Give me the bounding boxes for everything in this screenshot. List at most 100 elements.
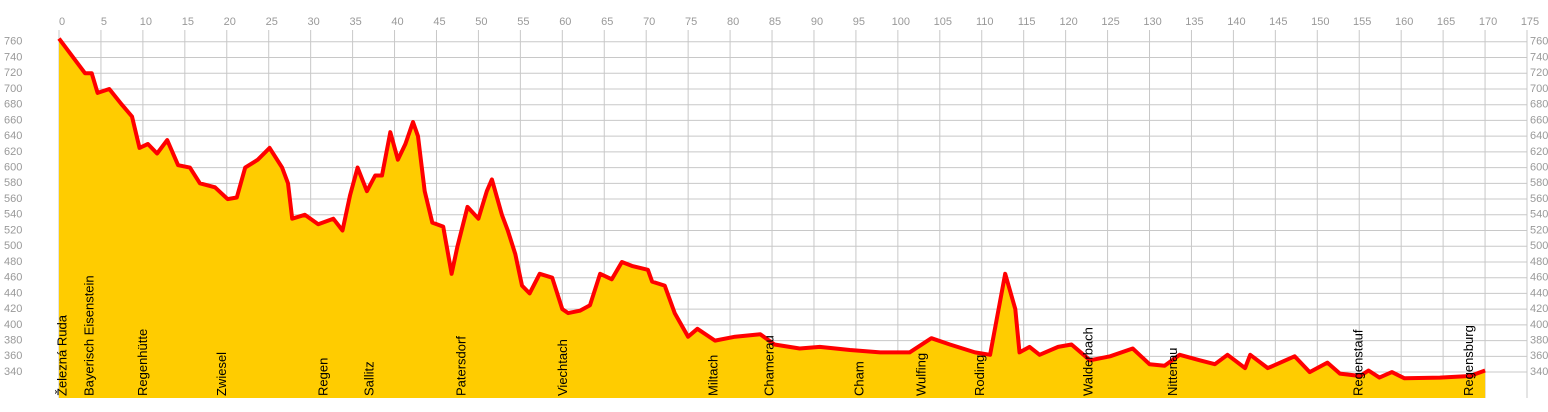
- x-tick-label: 115: [1018, 16, 1036, 28]
- x-tick-label: 130: [1143, 16, 1161, 28]
- place-label: Patersdorf: [454, 336, 469, 396]
- y-tick-label: 700: [4, 83, 22, 95]
- x-tick-label: 165: [1437, 16, 1455, 28]
- y-tick-label-right: 760: [1530, 36, 1548, 48]
- y-tick-label-right: 560: [1530, 193, 1548, 205]
- y-tick-label: 580: [4, 177, 22, 189]
- place-label: Viechtach: [555, 339, 570, 396]
- y-tick-label: 380: [4, 335, 22, 347]
- y-tick-label: 660: [4, 114, 22, 126]
- y-tick-label: 740: [4, 51, 22, 63]
- y-tick-label-right: 460: [1530, 272, 1548, 284]
- x-tick-label: 20: [224, 16, 236, 28]
- place-label: Regenhütte: [135, 329, 150, 396]
- x-tick-label: 0: [59, 16, 65, 28]
- y-tick-label-right: 680: [1530, 99, 1548, 111]
- x-tick-label: 150: [1311, 16, 1329, 28]
- x-tick-label: 160: [1395, 16, 1413, 28]
- y-tick-label: 760: [4, 36, 22, 48]
- y-tick-label-right: 740: [1530, 51, 1548, 63]
- place-label: Roding: [972, 355, 987, 396]
- elevation-line: [57, 37, 1486, 381]
- place-label: Regensburg: [1461, 325, 1476, 396]
- y-tick-label: 460: [4, 272, 22, 284]
- x-tick-label: 35: [349, 16, 361, 28]
- x-tick-label: 100: [892, 16, 910, 28]
- y-tick-label: 680: [4, 99, 22, 111]
- y-tick-label-right: 620: [1530, 146, 1548, 158]
- place-label: Walderbach: [1080, 327, 1095, 396]
- x-tick-label: 95: [853, 16, 865, 28]
- x-tick-label: 60: [559, 16, 571, 28]
- y-tick-label-right: 420: [1530, 303, 1548, 315]
- x-tick-label: 45: [433, 16, 445, 28]
- x-tick-label: 175: [1521, 16, 1539, 28]
- y-tick-label: 720: [4, 67, 22, 79]
- y-tick-label-right: 580: [1530, 177, 1548, 189]
- y-tick-label-right: 340: [1530, 366, 1548, 378]
- y-tick-label: 600: [4, 162, 22, 174]
- x-tick-label: 110: [976, 16, 994, 28]
- y-tick-label-right: 700: [1530, 83, 1548, 95]
- x-tick-label: 40: [391, 16, 403, 28]
- place-label: Cham: [851, 361, 866, 396]
- y-tick-label-right: 720: [1530, 67, 1548, 79]
- y-tick-label-right: 380: [1530, 335, 1548, 347]
- y-tick-label: 480: [4, 256, 22, 268]
- x-tick-label: 135: [1185, 16, 1203, 28]
- y-tick-label-right: 660: [1530, 114, 1548, 126]
- x-tick-label: 155: [1353, 16, 1371, 28]
- x-tick-label: 170: [1479, 16, 1497, 28]
- x-tick-label: 10: [140, 16, 152, 28]
- elevation-area: [59, 38, 1486, 398]
- x-tick-label: 120: [1059, 16, 1077, 28]
- x-tick-label: 65: [601, 16, 613, 28]
- y-tick-label: 540: [4, 209, 22, 221]
- place-label: Wulfing: [913, 353, 928, 396]
- y-tick-label-right: 540: [1530, 209, 1548, 221]
- y-tick-label: 520: [4, 224, 22, 236]
- x-tick-label: 30: [308, 16, 320, 28]
- place-label: Miltach: [705, 355, 720, 396]
- y-tick-label: 400: [4, 319, 22, 331]
- y-tick-label: 340: [4, 366, 22, 378]
- y-tick-label-right: 640: [1530, 130, 1548, 142]
- x-tick-label: 90: [811, 16, 823, 28]
- y-tick-label: 560: [4, 193, 22, 205]
- y-tick-label-right: 440: [1530, 287, 1548, 299]
- place-label: Nittenau: [1165, 348, 1180, 396]
- y-tick-label-right: 480: [1530, 256, 1548, 268]
- y-tick-label-right: 360: [1530, 350, 1548, 362]
- x-tick-label: 125: [1101, 16, 1119, 28]
- x-tick-label: 140: [1227, 16, 1245, 28]
- y-tick-label: 500: [4, 240, 22, 252]
- x-tick-label: 85: [769, 16, 781, 28]
- place-label: Chamerau: [762, 335, 777, 396]
- x-tick-label: 5: [101, 16, 107, 28]
- y-tick-label-right: 520: [1530, 224, 1548, 236]
- x-tick-label: 105: [934, 16, 952, 28]
- x-tick-label: 15: [182, 16, 194, 28]
- y-tick-label-right: 600: [1530, 162, 1548, 174]
- place-label: Regen: [315, 358, 330, 396]
- place-label: Regenstauf: [1350, 329, 1365, 396]
- x-tick-label: 75: [685, 16, 697, 28]
- place-label: Sallitz: [361, 361, 376, 396]
- y-tick-label: 420: [4, 303, 22, 315]
- y-tick-label-right: 500: [1530, 240, 1548, 252]
- place-label: Železná Ruda: [54, 314, 69, 396]
- x-tick-label: 145: [1269, 16, 1287, 28]
- y-tick-label: 640: [4, 130, 22, 142]
- x-tick-label: 55: [517, 16, 529, 28]
- y-tick-label: 360: [4, 350, 22, 362]
- y-tick-label: 440: [4, 287, 22, 299]
- place-label: Zwiesel: [214, 352, 229, 396]
- x-tick-label: 70: [643, 16, 655, 28]
- x-tick-label: 80: [727, 16, 739, 28]
- x-tick-label: 50: [475, 16, 487, 28]
- y-tick-label: 620: [4, 146, 22, 158]
- x-tick-label: 25: [266, 16, 278, 28]
- place-label: Bayerisch Eisenstein: [81, 275, 96, 396]
- y-tick-label-right: 400: [1530, 319, 1548, 331]
